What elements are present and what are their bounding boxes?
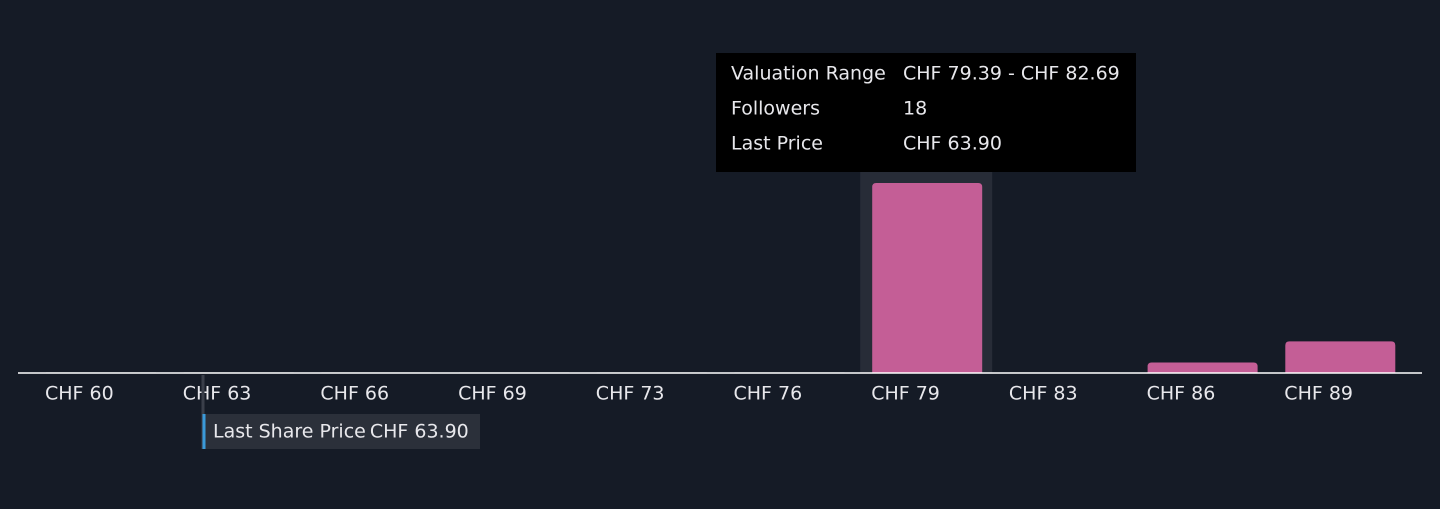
price-value: CHF 63.90: [370, 421, 469, 443]
x-tick-label: CHF 79: [871, 383, 940, 405]
x-tick-label: CHF 86: [1147, 383, 1216, 405]
tooltip-key: Valuation Range: [731, 63, 886, 85]
x-tick-label: CHF 60: [45, 383, 114, 405]
price-label: Last Share Price: [213, 421, 366, 443]
bar: [872, 183, 983, 373]
price-label-bg: [203, 414, 480, 449]
x-tick-label: CHF 66: [320, 383, 389, 405]
x-tick-label: CHF 83: [1009, 383, 1078, 405]
x-tick-label: CHF 63: [183, 383, 252, 405]
x-tick-label: CHF 69: [458, 383, 527, 405]
bar: [1147, 362, 1258, 373]
tooltip: [716, 53, 1136, 172]
x-tick-label: CHF 76: [734, 383, 803, 405]
tooltip-value: CHF 79.39 - CHF 82.69: [903, 63, 1120, 85]
bar: [1285, 341, 1396, 373]
tooltip-value: CHF 63.90: [903, 133, 1002, 155]
x-tick-label: CHF 73: [596, 383, 665, 405]
tooltip-key: Last Price: [731, 133, 823, 155]
tooltip-value: 18: [903, 98, 927, 120]
tooltip-key: Followers: [731, 98, 820, 120]
x-tick-label: CHF 89: [1284, 383, 1353, 405]
